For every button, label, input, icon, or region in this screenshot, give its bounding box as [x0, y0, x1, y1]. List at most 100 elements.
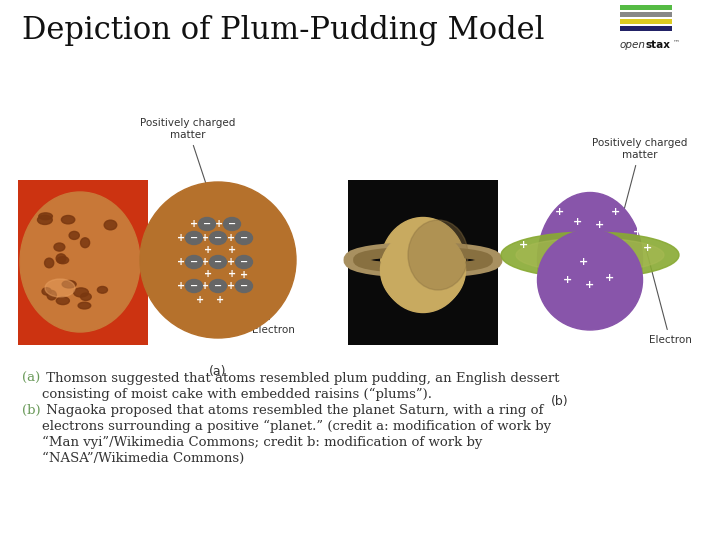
Bar — [620, 5, 672, 10]
Text: +: + — [611, 207, 620, 217]
Text: +: + — [177, 257, 185, 267]
Text: +: + — [600, 255, 610, 265]
Text: +: + — [578, 257, 588, 267]
Ellipse shape — [210, 232, 227, 245]
Text: +: + — [578, 257, 588, 267]
Text: −: − — [240, 233, 248, 243]
Bar — [620, 19, 672, 24]
Text: +: + — [563, 275, 572, 285]
Text: −: − — [190, 233, 198, 243]
Text: +: + — [585, 280, 595, 290]
Ellipse shape — [408, 220, 468, 290]
Text: stax: stax — [646, 40, 671, 50]
Text: +: + — [563, 235, 572, 245]
Circle shape — [140, 182, 296, 338]
Text: +: + — [177, 281, 185, 291]
Ellipse shape — [56, 297, 69, 305]
Ellipse shape — [37, 215, 53, 225]
Ellipse shape — [186, 280, 202, 293]
Text: Electron: Electron — [239, 233, 294, 335]
Text: +: + — [227, 233, 235, 243]
Text: +: + — [196, 295, 204, 305]
Ellipse shape — [81, 293, 91, 300]
Ellipse shape — [42, 288, 51, 295]
Text: Depiction of Plum-Pudding Model: Depiction of Plum-Pudding Model — [22, 15, 544, 46]
Ellipse shape — [62, 280, 76, 288]
Ellipse shape — [57, 256, 68, 264]
Text: −: − — [214, 257, 222, 267]
Text: +: + — [216, 295, 224, 305]
Text: consisting of moist cake with embedded raisins (“plums”).: consisting of moist cake with embedded r… — [42, 388, 432, 401]
Text: ™: ™ — [673, 39, 680, 45]
Text: +: + — [227, 281, 235, 291]
Text: Nagaoka proposed that atoms resembled the planet Saturn, with a ring of: Nagaoka proposed that atoms resembled th… — [42, 404, 544, 417]
Text: −: − — [214, 281, 222, 291]
Text: +: + — [228, 245, 236, 255]
Ellipse shape — [223, 218, 240, 231]
Ellipse shape — [538, 230, 642, 330]
Ellipse shape — [380, 218, 466, 313]
Ellipse shape — [45, 279, 75, 297]
Ellipse shape — [380, 230, 466, 310]
Text: electrons surrounding a positive “planet.” (credit a: modification of work by: electrons surrounding a positive “planet… — [42, 420, 551, 433]
Text: −: − — [190, 257, 198, 267]
Ellipse shape — [45, 258, 54, 268]
Text: +: + — [215, 219, 223, 229]
Text: Positively charged
matter: Positively charged matter — [593, 138, 688, 318]
Ellipse shape — [56, 254, 66, 263]
Text: +: + — [563, 275, 572, 285]
Bar — [620, 12, 672, 17]
Text: −: − — [203, 219, 211, 229]
Ellipse shape — [186, 255, 202, 268]
Bar — [348, 180, 498, 345]
Text: +: + — [227, 257, 235, 267]
Text: +: + — [578, 295, 588, 305]
Text: open: open — [620, 40, 646, 50]
Text: +: + — [644, 243, 652, 253]
Text: +: + — [632, 227, 642, 237]
Text: +: + — [531, 225, 539, 235]
Ellipse shape — [61, 215, 75, 224]
Text: +: + — [201, 233, 209, 243]
Ellipse shape — [235, 232, 253, 245]
Text: +: + — [572, 217, 582, 227]
Ellipse shape — [54, 243, 65, 251]
Ellipse shape — [186, 232, 202, 245]
Text: +: + — [201, 281, 209, 291]
Ellipse shape — [538, 192, 642, 327]
Ellipse shape — [39, 213, 53, 220]
Ellipse shape — [47, 291, 56, 300]
Ellipse shape — [104, 220, 117, 230]
Ellipse shape — [210, 255, 227, 268]
Text: −: − — [228, 219, 236, 229]
Text: “Man vyi”/Wikimedia Commons; credit b: modification of work by: “Man vyi”/Wikimedia Commons; credit b: m… — [42, 436, 482, 449]
Ellipse shape — [81, 238, 90, 248]
Bar — [620, 26, 672, 31]
Text: (b): (b) — [22, 404, 40, 417]
Text: +: + — [595, 220, 605, 230]
Ellipse shape — [516, 238, 664, 272]
Text: −: − — [240, 281, 248, 291]
Text: +: + — [240, 270, 248, 280]
Text: +: + — [606, 273, 615, 283]
Text: +: + — [555, 255, 564, 265]
Text: +: + — [204, 245, 212, 255]
Text: +: + — [190, 219, 198, 229]
Text: +: + — [606, 237, 615, 247]
Text: +: + — [177, 233, 185, 243]
Ellipse shape — [199, 218, 215, 231]
Ellipse shape — [78, 302, 91, 309]
Text: +: + — [585, 232, 595, 242]
Text: (a): (a) — [210, 365, 227, 378]
Text: +: + — [204, 269, 212, 279]
Text: +: + — [585, 280, 595, 290]
Ellipse shape — [501, 232, 679, 278]
Text: −: − — [214, 233, 222, 243]
Text: Positively charged
matter: Positively charged matter — [140, 118, 235, 202]
Ellipse shape — [20, 192, 140, 332]
Ellipse shape — [69, 231, 79, 239]
Ellipse shape — [97, 286, 107, 293]
Text: Electron: Electron — [646, 248, 691, 345]
Text: Thomson suggested that atoms resembled plum pudding, an English dessert: Thomson suggested that atoms resembled p… — [42, 372, 559, 385]
Text: +: + — [555, 207, 564, 217]
